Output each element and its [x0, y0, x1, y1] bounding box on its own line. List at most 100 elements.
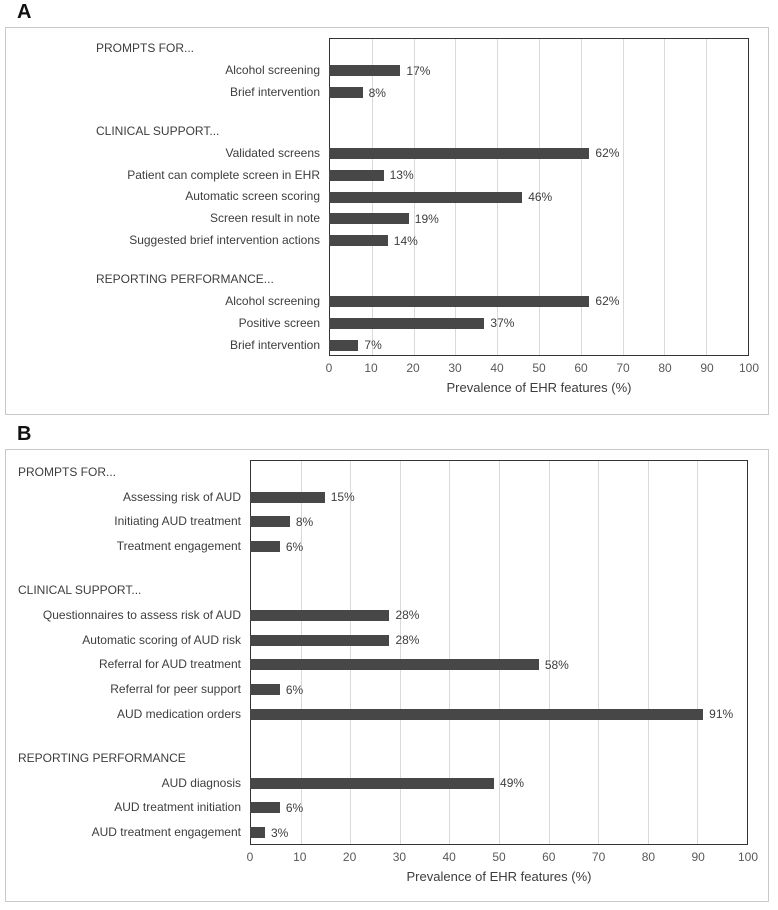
bar — [250, 541, 280, 553]
spacer-row — [6, 727, 748, 746]
value-label: 37% — [490, 316, 515, 331]
bar-row: Initiating AUD treatment 8% — [6, 510, 748, 535]
bar-area: 49% — [250, 771, 748, 796]
plot-area — [250, 460, 748, 845]
bar — [250, 516, 290, 528]
bar-row: Automatic screen scoring 46% — [6, 186, 749, 208]
bar-row: Brief intervention 7% — [6, 334, 749, 356]
bar — [250, 609, 390, 621]
value-label: 62% — [595, 294, 620, 309]
bar-area: 19% — [329, 208, 749, 230]
bar — [250, 684, 280, 696]
empty-bar-area — [329, 121, 749, 143]
value-label: 6% — [285, 539, 304, 554]
x-tick-label: 20 — [342, 850, 357, 864]
x-axis-title: Prevalence of EHR features (%) — [446, 380, 632, 395]
bar-area: 3% — [250, 820, 748, 845]
x-tick-label: 80 — [641, 850, 656, 864]
bar-row: Alcohol screening 62% — [6, 291, 749, 313]
panel-b-chart: PROMPTS FOR... Assessing risk of AUD 15% In… — [5, 449, 769, 902]
section-header-row: CLINICAL SUPPORT... — [6, 578, 748, 603]
x-tick-label: 70 — [591, 850, 606, 864]
category-label: Automatic scoring of AUD risk — [82, 632, 241, 647]
bar-area: 14% — [329, 230, 749, 252]
value-label: 15% — [330, 490, 355, 505]
section-header: CLINICAL SUPPORT... — [18, 583, 142, 598]
section-header-row: PROMPTS FOR... — [6, 38, 749, 60]
gridline — [622, 39, 624, 355]
x-tick-label: 20 — [406, 361, 420, 375]
x-tick-label: 50 — [492, 850, 506, 864]
bar — [329, 295, 590, 307]
x-tick-label: 40 — [442, 850, 456, 864]
value-label: 6% — [285, 800, 304, 815]
empty-bar-area — [329, 38, 749, 60]
bar-area: 37% — [329, 312, 749, 334]
x-tick-label: 70 — [616, 361, 630, 375]
category-label: Patient can complete screen in EHR — [127, 167, 320, 182]
bar-area: 28% — [250, 628, 748, 653]
bar-row: Treatment engagement 6% — [6, 534, 748, 559]
chart-rows: PROMPTS FOR... Alcohol screening 17% Brief … — [6, 38, 749, 356]
x-tick-label: 90 — [691, 850, 705, 864]
bar — [250, 802, 280, 814]
bar-area: 15% — [250, 485, 748, 510]
bar-area: 28% — [250, 603, 748, 628]
value-label: 8% — [368, 85, 386, 100]
category-label: AUD treatment engagement — [91, 825, 241, 840]
bar — [329, 191, 523, 203]
bar — [329, 87, 363, 99]
bar-row: Referral for AUD treatment 58% — [6, 653, 748, 678]
value-label: 49% — [500, 776, 525, 791]
category-label: Screen result in note — [209, 211, 320, 226]
bar-row: Screen result in note 19% — [6, 208, 749, 230]
bar — [250, 708, 704, 720]
x-tick-label: 90 — [700, 361, 714, 375]
category-label: Positive screen — [238, 315, 320, 330]
section-header-row: REPORTING PERFORMANCE — [6, 746, 748, 771]
bar — [329, 213, 409, 225]
gridline — [300, 461, 302, 844]
panel-a-chart: PROMPTS FOR... Alcohol screening 17% Brief … — [5, 27, 769, 415]
category-label: Automatic screen scoring — [185, 189, 320, 204]
bar-row: Brief intervention 8% — [6, 82, 749, 104]
empty-bar-area — [329, 269, 749, 291]
bar-row: Referral for peer support 6% — [6, 677, 748, 702]
bar-area: 8% — [329, 82, 749, 104]
bar-area: 17% — [329, 60, 749, 82]
category-label: Treatment engagement — [116, 539, 241, 554]
section-header-row: REPORTING PERFORMANCE... — [6, 269, 749, 291]
x-tick-label: 80 — [658, 361, 672, 375]
bar-area: 62% — [329, 142, 749, 164]
section-header: CLINICAL SUPPORT... — [96, 123, 220, 138]
bar — [329, 317, 485, 329]
section-header: REPORTING PERFORMANCE... — [96, 271, 274, 286]
value-label: 8% — [295, 514, 314, 529]
x-tick-label: 60 — [574, 361, 588, 375]
gridline — [598, 461, 600, 844]
gridline — [580, 39, 582, 355]
gridline — [449, 461, 451, 844]
category-label: Validated screens — [225, 145, 321, 160]
category-label: Referral for peer support — [110, 682, 241, 697]
bar — [250, 827, 265, 839]
category-label: Referral for AUD treatment — [98, 657, 241, 672]
spacer-row — [6, 559, 748, 578]
value-label: 19% — [414, 211, 439, 226]
bar-area: 46% — [329, 186, 749, 208]
x-tick-label: 100 — [738, 361, 760, 375]
bar-row: Questionnaires to assess risk of AUD 28% — [6, 603, 748, 628]
x-tick-label: 0 — [246, 850, 254, 864]
bar-area: 13% — [329, 164, 749, 186]
bar-row: Patient can complete screen in EHR 13% — [6, 164, 749, 186]
empty-bar-area — [250, 746, 748, 771]
category-label: Assessing risk of AUD — [122, 489, 241, 504]
bar-row: AUD medication orders 91% — [6, 702, 748, 727]
value-label: 62% — [595, 146, 620, 161]
bar-row: AUD treatment initiation 6% — [6, 796, 748, 821]
category-label: Alcohol screening — [225, 293, 320, 308]
x-tick-label: 30 — [448, 361, 462, 375]
section-header: PROMPTS FOR... — [18, 464, 117, 479]
bar-row: Assessing risk of AUD 15% — [6, 485, 748, 510]
